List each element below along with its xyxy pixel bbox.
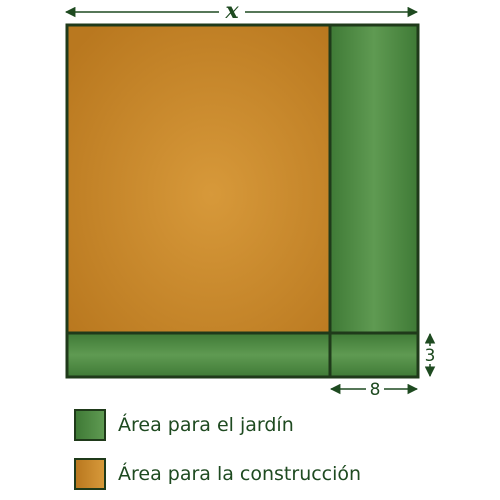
bottom-dimension: 8 [329,380,419,400]
right-dimension: 3 [422,332,438,378]
legend-item-garden: Área para el jardín [74,409,294,441]
bottom-dimension-label: 8 [370,380,381,400]
legend-label-construction: Área para la construcción [118,463,362,485]
garden-strip-bottom [67,333,330,377]
garden-swatch [74,409,106,441]
legend-item-construction: Área para la construcción [74,458,361,490]
top-dimension: x [64,0,419,24]
top-dimension-label: x [224,0,239,24]
garden-corner [330,333,418,377]
garden-strip-right [330,25,418,333]
construction-area [67,25,330,333]
construction-swatch [74,458,106,490]
legend-label-garden: Área para el jardín [118,414,294,436]
diagram-outline [65,23,420,379]
right-dimension-label: 3 [425,346,436,366]
